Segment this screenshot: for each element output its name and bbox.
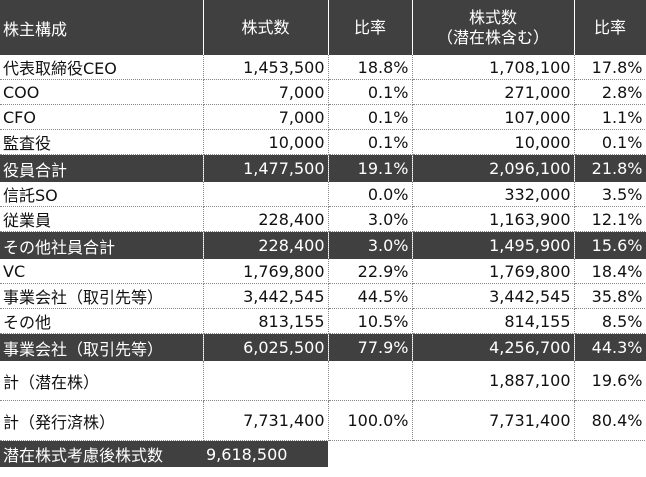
row-diluted-ratio: 80.4% <box>574 400 646 441</box>
row-shares <box>203 361 329 401</box>
row-name: 計（発行済株） <box>0 400 204 441</box>
row-name: 従業員 <box>0 206 204 232</box>
row-ratio: 100.0% <box>328 400 413 441</box>
table-row: 代表取締役CEO 1,453,500 18.8% 1,708,100 17.8% <box>0 55 646 80</box>
header-diluted-shares: 株式数 （潜在株含む） <box>412 0 575 55</box>
table-row: 信託SO 0.0% 332,000 3.5% <box>0 182 646 207</box>
row-name: 監査役 <box>0 129 204 155</box>
row-shares: 813,155 <box>203 308 329 334</box>
table-row: 従業員 228,400 3.0% 1,163,900 12.1% <box>0 206 646 232</box>
row-ratio: 19.1% <box>328 154 413 182</box>
row-diluted-ratio: 21.8% <box>574 154 646 182</box>
table-row: 監査役 10,000 0.1% 10,000 0.1% <box>0 129 646 155</box>
footer-empty <box>412 440 574 467</box>
header-shares: 株式数 <box>203 0 329 55</box>
row-name: その他社員合計 <box>0 231 204 259</box>
row-ratio: 0.1% <box>328 79 413 105</box>
footer-row: 潜在株式考慮後株式数 9,618,500 <box>0 440 646 467</box>
row-shares: 7,000 <box>203 79 329 105</box>
row-shares: 1,453,500 <box>203 55 329 80</box>
row-ratio: 3.0% <box>328 206 413 232</box>
row-diluted: 107,000 <box>412 104 575 130</box>
row-diluted-ratio: 0.1% <box>574 129 646 155</box>
row-diluted-ratio: 19.6% <box>574 361 646 401</box>
row-diluted: 271,000 <box>412 79 575 105</box>
row-diluted: 1,769,800 <box>412 259 575 284</box>
row-shares: 228,400 <box>203 231 329 259</box>
row-diluted-ratio: 18.4% <box>574 259 646 284</box>
row-ratio: 18.8% <box>328 55 413 80</box>
subtotal-row: 事業会社（取引先等） 6,025,500 77.9% 4,256,700 44.… <box>0 333 646 361</box>
row-ratio: 10.5% <box>328 308 413 334</box>
row-ratio: 22.9% <box>328 259 413 284</box>
header-ratio: 比率 <box>328 0 413 55</box>
row-name: CFO <box>0 104 204 130</box>
row-ratio: 0.1% <box>328 129 413 155</box>
row-name: 事業会社（取引先等） <box>0 333 204 361</box>
row-diluted-ratio: 35.8% <box>574 283 646 309</box>
row-diluted: 814,155 <box>412 308 575 334</box>
table-row: 事業会社（取引先等） 3,442,545 44.5% 3,442,545 35.… <box>0 283 646 309</box>
row-diluted-ratio: 8.5% <box>574 308 646 334</box>
shareholder-table: 株主構成 株式数 比率 株式数 （潜在株含む） 比率 代表取締役CEO 1,453… <box>0 0 646 467</box>
row-shares: 7,731,400 <box>203 400 329 441</box>
header-diluted-ratio: 比率 <box>574 0 646 55</box>
header-shareholder: 株主構成 <box>0 0 204 55</box>
footer-value: 9,618,500 <box>203 440 328 467</box>
row-ratio: 3.0% <box>328 231 413 259</box>
table-row: COO 7,000 0.1% 271,000 2.8% <box>0 79 646 105</box>
row-diluted-ratio: 2.8% <box>574 79 646 105</box>
row-diluted: 10,000 <box>412 129 575 155</box>
row-diluted-ratio: 44.3% <box>574 333 646 361</box>
table-row: VC 1,769,800 22.9% 1,769,800 18.4% <box>0 259 646 284</box>
table-row: その他 813,155 10.5% 814,155 8.5% <box>0 308 646 334</box>
footer-empty <box>574 440 646 467</box>
row-diluted: 4,256,700 <box>412 333 575 361</box>
table-row: CFO 7,000 0.1% 107,000 1.1% <box>0 104 646 130</box>
row-diluted: 7,731,400 <box>412 400 575 441</box>
table-row: 計（発行済株） 7,731,400 100.0% 7,731,400 80.4% <box>0 400 646 441</box>
row-ratio: 77.9% <box>328 333 413 361</box>
header-diluted-line2: （潜在株含む） <box>436 27 549 47</box>
row-diluted: 332,000 <box>412 182 575 207</box>
row-diluted-ratio: 17.8% <box>574 55 646 80</box>
row-ratio: 0.0% <box>328 182 413 207</box>
header-row: 株主構成 株式数 比率 株式数 （潜在株含む） 比率 <box>0 0 646 55</box>
row-diluted: 1,495,900 <box>412 231 575 259</box>
row-name: その他 <box>0 308 204 334</box>
row-diluted: 1,887,100 <box>412 361 575 401</box>
row-shares: 10,000 <box>203 129 329 155</box>
subtotal-row: その他社員合計 228,400 3.0% 1,495,900 15.6% <box>0 231 646 259</box>
row-diluted: 2,096,100 <box>412 154 575 182</box>
row-name: 信託SO <box>0 182 204 207</box>
row-diluted: 1,708,100 <box>412 55 575 80</box>
row-name: 事業会社（取引先等） <box>0 283 204 309</box>
row-shares: 1,477,500 <box>203 154 329 182</box>
row-shares: 6,025,500 <box>203 333 329 361</box>
row-ratio <box>328 361 413 401</box>
footer-label: 潜在株式考慮後株式数 <box>0 440 203 467</box>
row-shares <box>203 182 329 207</box>
table-row: 計（潜在株） 1,887,100 19.6% <box>0 361 646 401</box>
row-name: VC <box>0 259 204 284</box>
row-ratio: 0.1% <box>328 104 413 130</box>
row-shares: 228,400 <box>203 206 329 232</box>
row-diluted-ratio: 12.1% <box>574 206 646 232</box>
header-diluted-line1: 株式数 <box>468 7 517 27</box>
row-diluted-ratio: 15.6% <box>574 231 646 259</box>
footer-empty <box>328 440 412 467</box>
row-shares: 1,769,800 <box>203 259 329 284</box>
row-name: 役員合計 <box>0 154 204 182</box>
row-diluted: 3,442,545 <box>412 283 575 309</box>
row-name: 代表取締役CEO <box>0 55 204 80</box>
row-diluted: 1,163,900 <box>412 206 575 232</box>
subtotal-row: 役員合計 1,477,500 19.1% 2,096,100 21.8% <box>0 154 646 182</box>
row-name: 計（潜在株） <box>0 361 204 401</box>
row-shares: 3,442,545 <box>203 283 329 309</box>
row-name: COO <box>0 79 204 105</box>
row-shares: 7,000 <box>203 104 329 130</box>
row-diluted-ratio: 1.1% <box>574 104 646 130</box>
row-ratio: 44.5% <box>328 283 413 309</box>
row-diluted-ratio: 3.5% <box>574 182 646 207</box>
